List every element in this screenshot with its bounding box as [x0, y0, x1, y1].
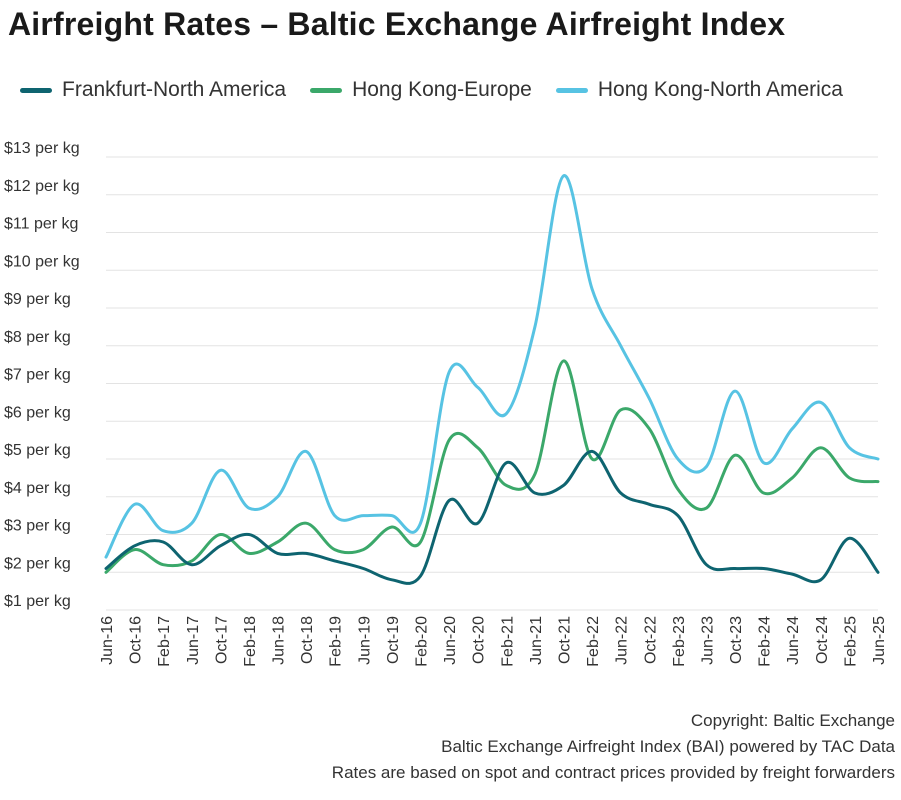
x-tick-label-jun-18: Jun-18: [271, 616, 288, 665]
series-lines: [104, 174, 880, 585]
y-tick-label-1: $1 per kg: [4, 593, 71, 610]
x-tick-label-jun-17: Jun-17: [185, 616, 202, 665]
legend-swatch-hong-kong-europe: [310, 87, 343, 93]
series-line-hong-kong-north-america: [104, 174, 880, 559]
x-tick-label-feb-22: Feb-22: [585, 616, 602, 667]
x-tick-label-jun-24: Jun-24: [785, 616, 802, 665]
x-tick-label-jun-23: Jun-23: [699, 616, 716, 665]
x-tick-label-oct-22: Oct-22: [642, 616, 659, 664]
x-tick-label-jun-25: Jun-25: [871, 616, 888, 665]
chart-title: Airfreight Rates – Baltic Exchange Airfr…: [8, 6, 786, 42]
x-tick-label-feb-18: Feb-18: [242, 616, 259, 667]
legend-swatch-hong-kong-north-america: [555, 87, 588, 93]
y-tick-label-7: $7 per kg: [4, 367, 71, 384]
x-tick-label-oct-18: Oct-18: [299, 616, 316, 664]
legend-label-hong-kong-north-america: Hong Kong-North America: [597, 78, 843, 101]
legend-item-hong-kong-north-america: Hong Kong-North America: [555, 78, 843, 102]
x-tick-label-oct-19: Oct-19: [385, 616, 402, 664]
footer-copyright: Copyright: Baltic Exchange: [690, 711, 895, 730]
y-tick-label-11: $11 per kg: [4, 216, 78, 233]
x-tick-label-jun-22: Jun-22: [614, 616, 631, 665]
x-tick-label-feb-25: Feb-25: [842, 616, 859, 667]
x-tick-label-oct-21: Oct-21: [556, 616, 573, 664]
line-chart: $13 per kg $12 per kg $11 per kg $10 per kg…: [4, 140, 888, 667]
legend-label-frankfurt-north-america: Frankfurt-North America: [62, 78, 287, 101]
x-tick-label-oct-20: Oct-20: [471, 616, 488, 664]
x-tick-label-feb-21: Feb-21: [499, 616, 516, 667]
y-tick-label-4: $4 per kg: [4, 480, 71, 497]
x-tick-label-jun-21: Jun-21: [528, 616, 545, 665]
x-tick-label-feb-24: Feb-24: [757, 616, 774, 667]
legend-swatch-frankfurt-north-america: [20, 87, 52, 93]
chart-legend: Frankfurt-North America Hong Kong-Europe…: [20, 78, 867, 102]
footer-methodology-note: Rates are based on spot and contract pri…: [331, 763, 895, 782]
y-tick-label-10: $10 per kg: [4, 253, 80, 270]
y-tick-label-5: $5 per kg: [4, 442, 71, 459]
series-line-hong-kong-europe: [104, 359, 880, 574]
legend-label-hong-kong-europe: Hong Kong-Europe: [352, 78, 532, 101]
x-tick-label-oct-16: Oct-16: [128, 616, 145, 664]
x-tick-label-jun-16: Jun-16: [99, 616, 116, 665]
x-tick-label-feb-20: Feb-20: [414, 616, 431, 667]
x-tick-label-jun-19: Jun-19: [356, 616, 373, 665]
series-line-frankfurt-north-america: [104, 449, 880, 585]
x-axis-tick-labels: Jun-16 Oct-16 Feb-17 Jun-17 Oct-17 Feb-18 Jun-…: [99, 616, 888, 667]
gridlines: [106, 156, 878, 611]
x-tick-label-feb-19: Feb-19: [328, 616, 345, 667]
y-tick-label-12: $12 per kg: [4, 178, 80, 195]
y-tick-label-6: $6 per kg: [4, 404, 71, 421]
chart-footer: Copyright: Baltic Exchange Baltic Exchan…: [332, 708, 895, 786]
y-axis-tick-labels: $13 per kg $12 per kg $11 per kg $10 per kg…: [4, 140, 80, 610]
legend-item-frankfurt-north-america: Frankfurt-North America: [20, 78, 286, 102]
y-tick-label-9: $9 per kg: [4, 291, 71, 308]
y-tick-label-2: $2 per kg: [4, 555, 71, 572]
y-tick-label-13: $13 per kg: [4, 140, 80, 157]
y-tick-label-8: $8 per kg: [4, 329, 71, 346]
footer-index-source: Baltic Exchange Airfreight Index (BAI) p…: [441, 737, 895, 756]
legend-item-hong-kong-europe: Hong Kong-Europe: [310, 78, 532, 102]
y-tick-label-3: $3 per kg: [4, 518, 71, 535]
x-tick-label-feb-23: Feb-23: [671, 616, 688, 667]
x-tick-label-oct-17: Oct-17: [213, 616, 230, 664]
x-tick-label-oct-24: Oct-24: [814, 616, 831, 664]
x-tick-label-oct-23: Oct-23: [728, 616, 745, 664]
x-tick-label-feb-17: Feb-17: [156, 616, 173, 667]
x-tick-label-jun-20: Jun-20: [442, 616, 459, 665]
